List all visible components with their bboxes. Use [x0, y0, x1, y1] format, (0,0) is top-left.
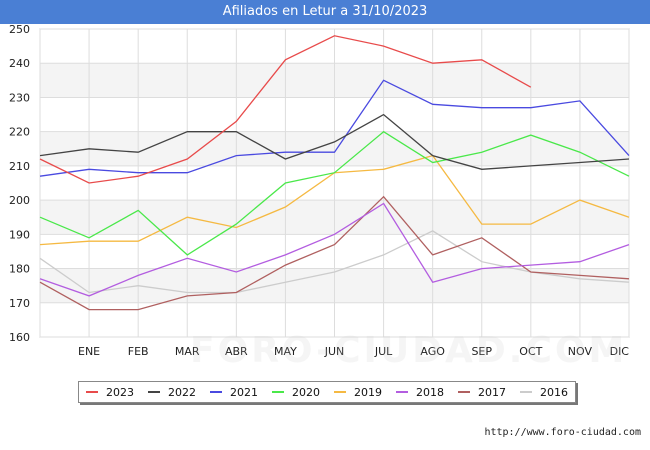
- series-line-2022: [39, 113, 630, 170]
- x-tick-label: JUN: [324, 345, 345, 358]
- legend-item-2020: 2020: [272, 386, 320, 399]
- source-footer: http://www.foro-ciudad.com: [484, 427, 641, 438]
- legend-label: 2022: [168, 385, 196, 399]
- x-tick-label: DIC: [610, 345, 630, 358]
- legend-swatch: [210, 391, 222, 393]
- y-tick-label: 200: [9, 194, 30, 207]
- legend-label: 2018: [416, 385, 444, 399]
- x-tick-label: FEB: [128, 345, 149, 358]
- legend-swatch: [272, 391, 284, 393]
- legend: 2023 2022 2021 2020 2019 2018 2017 2016: [78, 381, 576, 403]
- series-line-2018: [39, 202, 630, 297]
- y-tick-label: 190: [9, 228, 30, 241]
- series-line-2020: [39, 130, 630, 256]
- series-lines: [39, 35, 630, 311]
- x-tick-label: SEP: [471, 345, 492, 358]
- legend-item-2021: 2021: [210, 386, 258, 399]
- legend-swatch: [148, 391, 160, 393]
- x-tick-label: OCT: [519, 345, 542, 358]
- x-tick-label: MAR: [175, 345, 200, 358]
- legend-swatch: [86, 391, 98, 393]
- series-line-2017: [39, 195, 630, 311]
- series-line-2023: [39, 35, 532, 184]
- legend-label: 2017: [478, 385, 506, 399]
- legend-item-2018: 2018: [396, 386, 444, 399]
- legend-item-2019: 2019: [334, 386, 382, 399]
- tick-labels: 160 170 180 190 200 210 220 230 240 250 ENE FEB MAR A…: [9, 23, 629, 358]
- legend-label: 2020: [292, 385, 320, 399]
- x-tick-label: ABR: [225, 345, 248, 358]
- chart-title: Afiliados en Letur a 31/10/2023: [0, 0, 650, 24]
- legend-label: 2023: [106, 385, 134, 399]
- y-tick-label: 230: [9, 91, 30, 104]
- y-tick-label: 240: [9, 57, 30, 70]
- legend-label: 2021: [230, 385, 258, 399]
- x-tick-label: AGO: [420, 345, 445, 358]
- legend-swatch: [520, 391, 532, 393]
- y-tick-label: 160: [9, 331, 30, 344]
- series-line-2021: [39, 79, 630, 177]
- legend-swatch: [334, 391, 346, 393]
- legend-swatch: [458, 391, 470, 393]
- y-tick-label: 170: [9, 297, 30, 310]
- x-tick-label: MAY: [274, 345, 297, 358]
- y-tick-label: 210: [9, 160, 30, 173]
- legend-label: 2016: [540, 385, 568, 399]
- y-tick-label: 250: [9, 23, 30, 36]
- x-tick-label: ENE: [78, 345, 100, 358]
- y-tick-label: 180: [9, 263, 30, 276]
- legend-item-2023: 2023: [86, 386, 134, 399]
- watermark: FORO-CIUDAD.COM: [190, 330, 628, 371]
- legend-item-2016: 2016: [520, 386, 568, 399]
- legend-swatch: [396, 391, 408, 393]
- legend-item-2017: 2017: [458, 386, 506, 399]
- x-tick-label: JUL: [374, 345, 393, 358]
- legend-item-2022: 2022: [148, 386, 196, 399]
- legend-label: 2019: [354, 385, 382, 399]
- y-tick-label: 220: [9, 126, 30, 139]
- x-tick-label: NOV: [568, 345, 593, 358]
